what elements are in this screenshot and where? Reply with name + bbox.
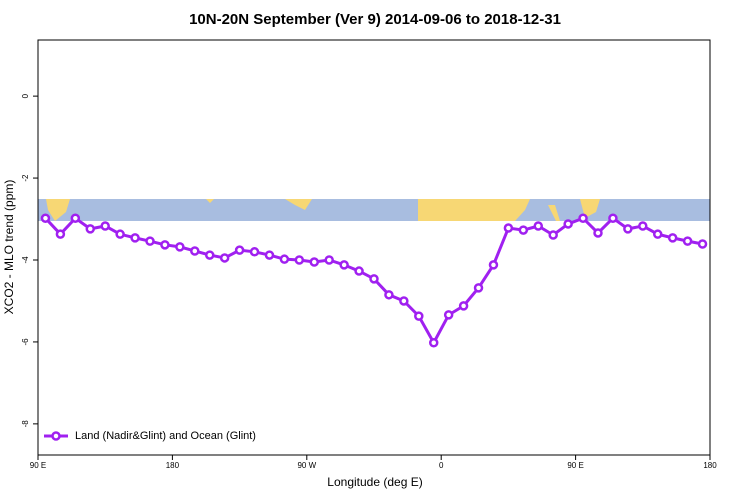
data-point <box>294 255 305 265</box>
data-point <box>85 224 96 234</box>
data-point <box>234 245 245 255</box>
data-point <box>249 247 260 257</box>
data-point <box>130 233 140 243</box>
data-point <box>40 213 51 223</box>
map-strip <box>38 199 710 221</box>
plot-frame <box>37 39 711 456</box>
data-point <box>548 230 558 240</box>
data-point <box>219 253 230 263</box>
data-point <box>473 283 484 293</box>
data-point <box>354 266 364 276</box>
data-point <box>503 223 514 233</box>
data-point <box>369 274 379 284</box>
data-point <box>667 233 678 243</box>
data-point <box>428 337 439 348</box>
data-point <box>458 301 469 311</box>
data-point <box>70 213 81 223</box>
y-tick-label: -8 <box>21 420 30 428</box>
data-point <box>115 229 125 239</box>
x-tick-label: 90 E <box>567 461 583 470</box>
data-point <box>563 219 573 229</box>
data-point <box>414 311 424 321</box>
legend-label: Land (Nadir&Glint) and Ocean (Glint) <box>75 430 256 442</box>
x-axis-label: Longitude (deg E) <box>327 475 422 489</box>
y-tick-label: -4 <box>21 256 30 264</box>
chart-title: 10N-20N September (Ver 9) 2014-09-06 to … <box>189 11 561 28</box>
data-point <box>697 239 708 249</box>
x-tick-label: 90 W <box>297 461 316 470</box>
data-point <box>443 310 454 320</box>
data-point <box>518 225 529 235</box>
data-point <box>638 221 648 231</box>
data-point <box>55 229 66 239</box>
legend-marker <box>51 431 61 441</box>
data-point <box>100 221 110 231</box>
data-point <box>309 257 320 267</box>
data-point <box>339 260 349 270</box>
data-point <box>160 240 170 250</box>
x-tick-label: 90 E <box>30 461 46 470</box>
data-point <box>608 213 618 223</box>
data-point <box>204 250 215 260</box>
data-point <box>593 228 603 238</box>
data-point <box>533 221 544 231</box>
data-point <box>384 290 394 300</box>
data-point <box>652 229 663 239</box>
data-point <box>578 213 588 223</box>
data-point <box>488 260 499 270</box>
x-tick-label: 180 <box>166 461 180 470</box>
x-tick-label: 180 <box>703 461 717 470</box>
y-tick-label: -6 <box>21 338 30 346</box>
x-tick-label: 0 <box>439 461 444 470</box>
data-point <box>324 255 334 265</box>
y-axis-label: XCO2 - MLO trend (ppm) <box>2 180 16 315</box>
data-point <box>682 236 693 246</box>
data-point <box>264 250 275 260</box>
data-point <box>399 296 409 306</box>
data-point <box>190 246 200 256</box>
data-point <box>175 242 185 252</box>
y-tick-label: 0 <box>21 93 30 98</box>
y-tick-label: -2 <box>21 174 30 182</box>
data-point <box>623 224 633 234</box>
data-point <box>145 236 155 246</box>
data-point <box>279 254 290 264</box>
